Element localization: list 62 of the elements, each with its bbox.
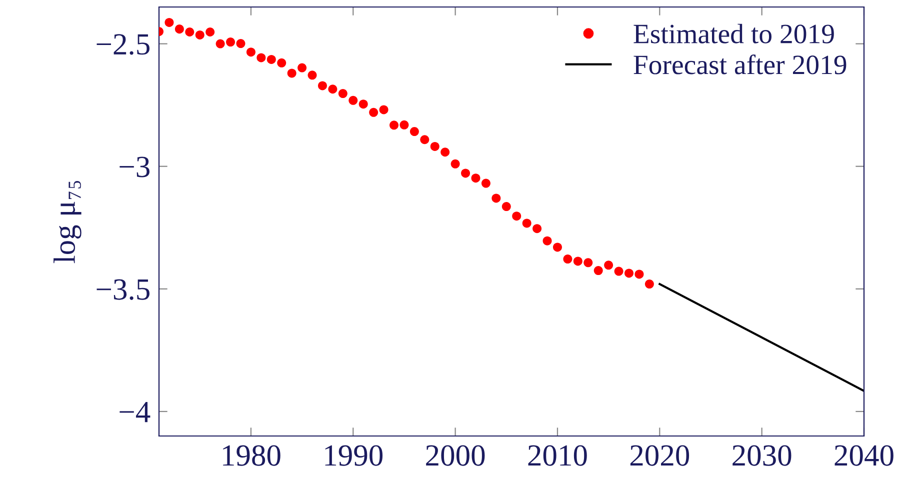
point: [604, 260, 614, 270]
point: [450, 159, 460, 168]
point: [634, 270, 644, 279]
point: [358, 100, 368, 109]
y-tick-label: −2.5: [96, 34, 150, 55]
point: [256, 53, 266, 62]
point: [512, 212, 522, 221]
point: [266, 54, 276, 64]
x-tick-label: 2000: [426, 445, 485, 466]
x-tick-label: 2030: [732, 445, 792, 466]
y-axis-title: log μ₇₅: [54, 180, 82, 264]
y-tick-label: −3: [120, 156, 150, 178]
point: [308, 70, 317, 80]
y-tick-label: −4: [120, 402, 150, 422]
point: [584, 258, 593, 268]
point: [430, 142, 440, 151]
point: [348, 96, 358, 105]
point: [287, 68, 296, 78]
point: [624, 268, 634, 278]
point: [277, 58, 286, 68]
x-tick-label: 2020: [630, 445, 690, 466]
point: [614, 266, 624, 276]
point: [206, 28, 215, 37]
point: [185, 28, 194, 37]
x-tick-label: 2040: [834, 445, 894, 466]
point: [174, 24, 184, 34]
point: [644, 280, 654, 289]
point: [502, 202, 511, 212]
point: [226, 38, 236, 47]
point: [522, 218, 532, 228]
point: [563, 254, 572, 264]
point: [390, 120, 398, 130]
point: [400, 120, 409, 130]
point: [471, 174, 480, 183]
x-tick-label: 1990: [325, 445, 383, 466]
point: [298, 63, 307, 72]
point: [338, 89, 348, 98]
point: [195, 30, 204, 40]
point: [552, 242, 562, 252]
point: [246, 48, 256, 57]
point: [318, 81, 327, 90]
point: [369, 108, 378, 117]
point: [236, 39, 246, 48]
point: [420, 135, 430, 144]
point: [594, 266, 603, 276]
point: [461, 168, 470, 178]
point: [379, 105, 388, 114]
point: [481, 178, 490, 188]
point: [410, 127, 419, 136]
point: [440, 148, 450, 157]
point: [164, 18, 174, 27]
point: [328, 84, 338, 94]
x-tick-label: 1980: [223, 445, 280, 466]
legend-label: Forecast after 2019: [634, 54, 846, 74]
point: [492, 194, 501, 203]
point: [216, 39, 225, 48]
legend-label: Estimated to 2019: [634, 24, 834, 44]
x-tick-label: 2010: [528, 445, 587, 466]
point: [542, 236, 552, 246]
point: [532, 224, 542, 234]
point: [573, 256, 582, 266]
y-tick-label: −3.5: [96, 279, 150, 300]
